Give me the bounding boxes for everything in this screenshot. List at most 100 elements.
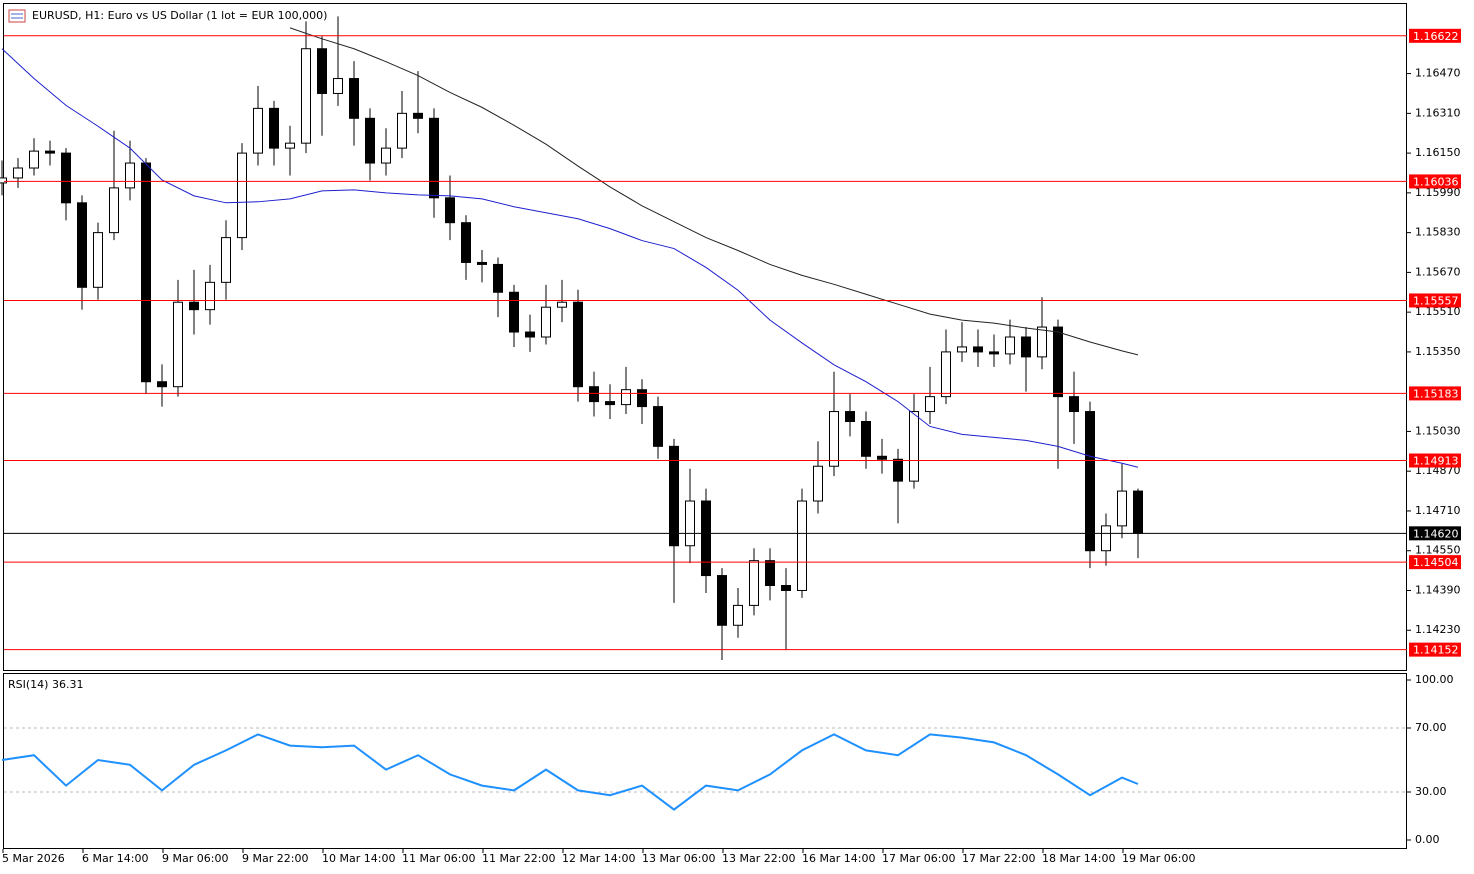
level-label: 1.14504 (1413, 556, 1459, 569)
candle-body (365, 117, 375, 164)
y-tick-label: 1.16310 (1415, 106, 1461, 119)
x-tick-label: 13 Mar 06:00 (642, 852, 715, 865)
x-tick-label: 9 Mar 06:00 (162, 852, 228, 865)
candle-body (269, 107, 279, 149)
x-tick-label: 12 Mar 14:00 (562, 852, 635, 865)
level-label: 1.15557 (1413, 294, 1459, 307)
candle-body (973, 346, 983, 353)
level-tag (1409, 28, 1461, 43)
candle-body (525, 331, 535, 338)
price-panel (3, 3, 1407, 671)
candle-body (397, 112, 407, 149)
candle-body (157, 381, 167, 388)
y-tick-label: 1.14710 (1415, 504, 1461, 517)
y-tick-label: 100.00 (1415, 673, 1454, 686)
candle-body (1037, 326, 1047, 358)
candle-body (125, 162, 135, 189)
y-tick-label: 1.14390 (1415, 583, 1461, 596)
y-tick-label: 70.00 (1415, 721, 1447, 734)
level-tag (1409, 386, 1461, 401)
candle-body (173, 301, 183, 388)
candle-body (717, 575, 727, 626)
candle-body (605, 401, 615, 406)
candle-body (333, 78, 343, 94)
candle-body (1133, 490, 1143, 534)
candle-body (1053, 326, 1063, 398)
candle-body (29, 150, 39, 169)
y-tick-label: 1.15510 (1415, 305, 1461, 318)
x-tick-label: 18 Mar 14:00 (1042, 852, 1115, 865)
level-tag (1409, 174, 1461, 189)
y-tick-label: 1.15830 (1415, 226, 1461, 239)
y-tick-label: 1.16150 (1415, 146, 1461, 159)
candle-body (861, 420, 871, 457)
y-tick-label: 30.00 (1415, 785, 1447, 798)
candle-body (349, 78, 359, 119)
level-label: 1.16036 (1413, 175, 1459, 188)
y-tick-label: 1.15670 (1415, 265, 1461, 278)
candle-body (189, 301, 199, 311)
candle-body (1021, 336, 1031, 358)
candle-body (317, 48, 327, 94)
candle-body (749, 560, 759, 606)
candle-body (221, 237, 231, 283)
candle-body (45, 150, 55, 154)
level-label: 1.15183 (1413, 387, 1459, 400)
y-tick-label: 1.15030 (1415, 424, 1461, 437)
candle-body (1005, 336, 1015, 355)
candle-body (509, 291, 519, 333)
candle-body (109, 187, 119, 234)
candle-body (413, 112, 423, 119)
level-tag (1409, 293, 1461, 308)
candle-body (669, 445, 679, 547)
candle-body (1085, 411, 1095, 552)
candle-body (61, 152, 71, 204)
x-tick-label: 13 Mar 22:00 (722, 852, 795, 865)
candle-body (957, 346, 967, 353)
candle-body (701, 500, 711, 577)
y-tick-label: 0.00 (1415, 833, 1440, 846)
candle-body (493, 263, 503, 293)
level-label: 1.14152 (1413, 644, 1459, 657)
candle-body (845, 411, 855, 422)
candle-body (1069, 396, 1079, 413)
candle-body (685, 500, 695, 547)
candle-body (573, 301, 583, 388)
y-tick-label: 1.15990 (1415, 186, 1461, 199)
candle-body (813, 465, 823, 502)
x-tick-label: 6 Mar 14:00 (82, 852, 148, 865)
candle-body (653, 406, 663, 447)
candle-body (0, 177, 7, 184)
candle-body (1101, 525, 1111, 552)
candle-body (637, 389, 647, 408)
candle-body (13, 167, 23, 179)
current-price-label: 1.14620 (1413, 527, 1459, 540)
x-tick-label: 16 Mar 14:00 (802, 852, 875, 865)
rsi-line (1, 733, 1139, 811)
candle-body (237, 152, 247, 239)
x-tick-label: 11 Mar 22:00 (482, 852, 555, 865)
candle-body (621, 389, 631, 406)
x-tick-label: 17 Mar 22:00 (962, 852, 1035, 865)
candle-body (461, 222, 471, 263)
candle-body (93, 232, 103, 288)
level-label: 1.16622 (1413, 30, 1459, 43)
rsi-title: RSI(14) 36.31 (8, 678, 83, 691)
candle-body (877, 455, 887, 460)
candle-body (893, 458, 903, 482)
candle-body (941, 351, 951, 398)
rsi-panel (3, 673, 1407, 849)
candle-body (797, 500, 807, 591)
x-tick-label: 19 Mar 06:00 (1122, 852, 1195, 865)
y-tick-label: 1.16470 (1415, 67, 1461, 80)
x-tick-label: 11 Mar 06:00 (402, 852, 475, 865)
chart-title: EURUSD, H1: Euro vs US Dollar (1 lot = E… (32, 9, 327, 22)
candle-body (477, 261, 487, 265)
level-label: 1.14913 (1413, 455, 1459, 468)
candle-body (989, 351, 999, 355)
candle-body (781, 585, 791, 591)
y-tick-label: 1.15350 (1415, 345, 1461, 358)
candle-body (141, 162, 151, 383)
level-tag (1409, 555, 1461, 570)
